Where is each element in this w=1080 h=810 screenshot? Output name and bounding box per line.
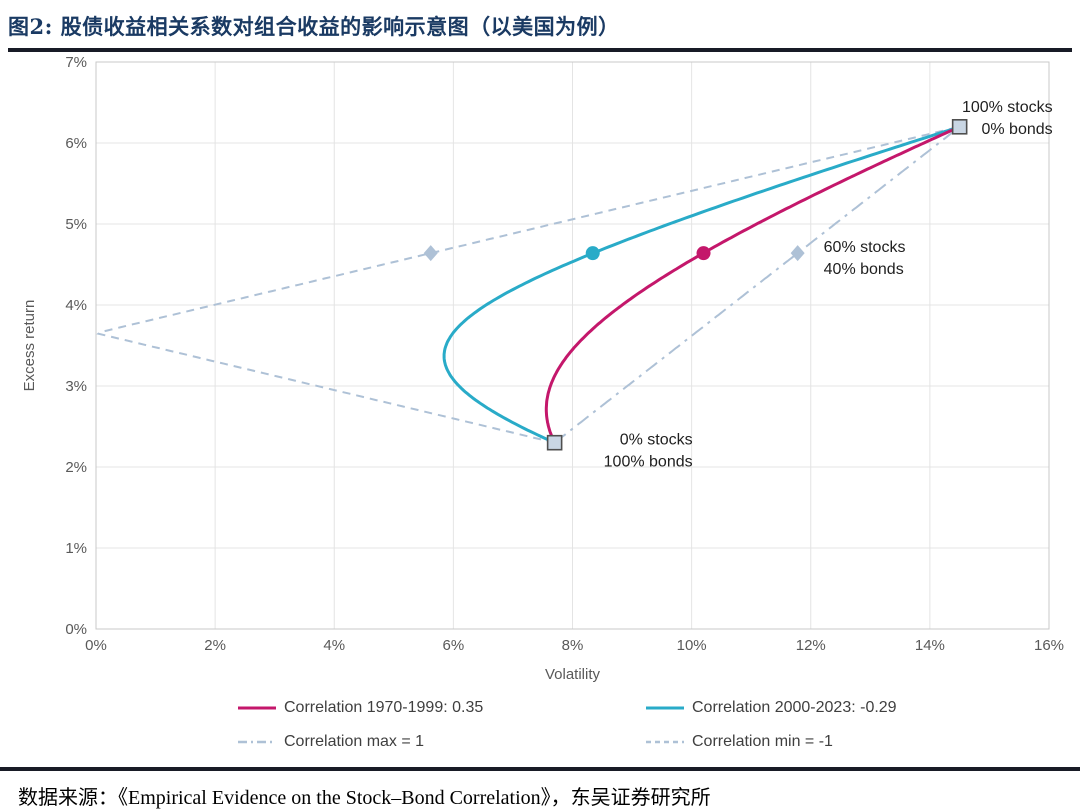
legend-item-correlation-2000-2023: Correlation 2000-2023: -0.29 bbox=[645, 699, 897, 717]
svg-text:Volatility: Volatility bbox=[545, 666, 601, 683]
svg-text:2%: 2% bbox=[204, 637, 226, 654]
svg-text:3%: 3% bbox=[65, 378, 87, 395]
svg-text:0% stocks: 0% stocks bbox=[620, 432, 693, 449]
svg-text:60% stocks: 60% stocks bbox=[824, 239, 906, 256]
legend-item-correlation-1970-1999: Correlation 1970-1999: 0.35 bbox=[237, 699, 645, 717]
svg-text:100% bonds: 100% bonds bbox=[604, 454, 693, 471]
legend-item-correlation-max: Correlation max = 1 bbox=[237, 733, 645, 751]
svg-text:40% bonds: 40% bonds bbox=[824, 261, 904, 278]
svg-text:8%: 8% bbox=[562, 637, 584, 654]
svg-text:0%: 0% bbox=[65, 621, 87, 638]
svg-text:5%: 5% bbox=[65, 216, 87, 233]
svg-text:10%: 10% bbox=[677, 637, 707, 654]
svg-text:0% bonds: 0% bonds bbox=[981, 121, 1052, 138]
legend-swatch-dashed bbox=[646, 740, 684, 744]
figure-title: 图2: 股债收益相关系数对组合收益的影响示意图（以美国为例） bbox=[8, 14, 620, 39]
data-source: 数据来源：《Empirical Evidence on the Stock–Bo… bbox=[18, 787, 711, 809]
svg-text:100% stocks: 100% stocks bbox=[962, 99, 1053, 116]
svg-text:6%: 6% bbox=[65, 135, 87, 152]
legend-label: Correlation 1970-1999: 0.35 bbox=[284, 699, 484, 716]
chart-canvas: 0% 1% 2% 3% 4% 5% 6% 7% 0% 2% 4% 6% 8% 10% 12% 14% 16% Vo… bbox=[21, 55, 1064, 683]
legend-row-1: Correlation 1970-1999: 0.35 Correlation … bbox=[237, 691, 1080, 725]
legend-row-2: Correlation max = 1 Correlation min = -1 bbox=[237, 725, 1080, 759]
svg-text:4%: 4% bbox=[65, 297, 87, 314]
legend-swatch-solid-magenta bbox=[238, 706, 276, 710]
title-divider bbox=[8, 48, 1072, 52]
legend-swatch-dashdot bbox=[238, 740, 276, 744]
svg-text:7%: 7% bbox=[65, 55, 87, 71]
svg-text:16%: 16% bbox=[1034, 637, 1064, 654]
svg-text:12%: 12% bbox=[796, 637, 826, 654]
bottom-divider bbox=[0, 767, 1080, 771]
svg-text:1%: 1% bbox=[65, 540, 87, 557]
legend-item-correlation-min: Correlation min = -1 bbox=[645, 733, 833, 751]
svg-text:14%: 14% bbox=[915, 637, 945, 654]
legend-label: Correlation 2000-2023: -0.29 bbox=[692, 699, 897, 716]
svg-text:6%: 6% bbox=[443, 637, 465, 654]
svg-text:0%: 0% bbox=[85, 637, 107, 654]
legend-label: Correlation min = -1 bbox=[692, 733, 833, 750]
svg-text:2%: 2% bbox=[65, 459, 87, 476]
legend-swatch-solid-cyan bbox=[646, 706, 684, 710]
legend-label: Correlation max = 1 bbox=[284, 733, 425, 750]
svg-text:4%: 4% bbox=[323, 637, 345, 654]
svg-text:Excess return: Excess return bbox=[21, 300, 38, 392]
chart-legend: Correlation 1970-1999: 0.35 Correlation … bbox=[237, 691, 1080, 759]
